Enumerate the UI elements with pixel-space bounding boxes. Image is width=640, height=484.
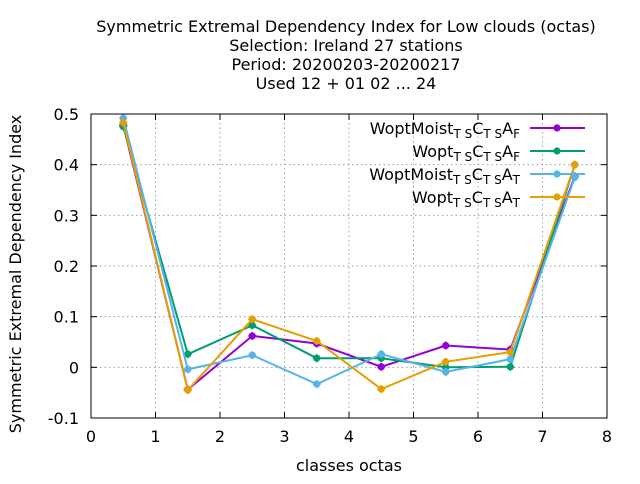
y-tick-label: -0.1 bbox=[48, 409, 79, 428]
y-tick-label: 0.3 bbox=[54, 206, 79, 225]
legend-subscript: T S bbox=[482, 127, 502, 141]
y-axis-label: Symmetric Extremal Dependency Index bbox=[6, 115, 25, 434]
series-line bbox=[122, 122, 576, 393]
y-tick-label: 0.2 bbox=[54, 257, 79, 276]
legend-text-part: C bbox=[472, 119, 483, 138]
y-tick-label: 0.5 bbox=[54, 105, 79, 124]
legend-subscript: F bbox=[513, 150, 520, 164]
series-line bbox=[122, 117, 576, 386]
legend-label: WoptT SCT SAT bbox=[412, 188, 521, 210]
legend-text-part: A bbox=[502, 119, 513, 138]
legend-text-part: C bbox=[472, 142, 483, 161]
title-line: Selection: Ireland 27 stations bbox=[229, 36, 462, 55]
legend-subscript: T bbox=[512, 196, 521, 210]
legend-marker bbox=[553, 170, 561, 178]
legend-label: WoptMoistT SCT SAF bbox=[370, 119, 520, 141]
x-tick-label: 8 bbox=[602, 427, 612, 446]
series-line bbox=[122, 126, 576, 369]
legend-text-part: C bbox=[472, 165, 483, 184]
legend-subscript: T S bbox=[482, 196, 502, 210]
y-tick-label: 0.1 bbox=[54, 308, 79, 327]
legend-text-part: WoptMoist bbox=[370, 119, 454, 138]
x-axis-label: classes octas bbox=[296, 456, 402, 475]
legend-subscript: T S bbox=[482, 173, 502, 187]
legend-subscript: T S bbox=[452, 150, 472, 164]
legend-subscript: T S bbox=[452, 127, 472, 141]
x-tick-label: 6 bbox=[473, 427, 483, 446]
x-tick-label: 1 bbox=[150, 427, 160, 446]
title-line: Period: 20200203-20200217 bbox=[231, 55, 460, 74]
plot-frame bbox=[90, 113, 608, 419]
x-tick-label: 5 bbox=[408, 427, 418, 446]
legend-entry: WoptT SCT SAF bbox=[412, 142, 585, 164]
legend-subscript: F bbox=[513, 127, 520, 141]
legend-subscript: T S bbox=[482, 150, 502, 164]
legend-subscript: T S bbox=[452, 173, 472, 187]
legend-entry: WoptMoistT SCT SAT bbox=[369, 165, 585, 187]
legend-text-part: A bbox=[502, 165, 513, 184]
legend-text-part: Wopt bbox=[412, 142, 453, 161]
title-line: Symmetric Extremal Dependency Index for … bbox=[96, 17, 596, 36]
series-line bbox=[122, 124, 576, 392]
legend-text-part: A bbox=[502, 188, 513, 207]
grid bbox=[91, 114, 607, 418]
legend-entry: WoptMoistT SCT SAF bbox=[370, 119, 585, 141]
title-line: Used 12 + 01 02 ... 24 bbox=[256, 74, 437, 93]
legend-text-part: Wopt bbox=[412, 188, 453, 207]
legend-label: WoptMoistT SCT SAT bbox=[369, 165, 520, 187]
x-tick-label: 2 bbox=[215, 427, 225, 446]
legend-marker bbox=[553, 193, 561, 201]
legend-subscript: T bbox=[512, 173, 521, 187]
axis-ticks: 0 1 2 3 4 5 6 7 8 -0.1 0 0.1 0.2 0.3 0.4 0.5 bbox=[48, 105, 612, 446]
x-tick-label: 0 bbox=[86, 427, 96, 446]
legend-marker bbox=[553, 124, 561, 132]
series-3 bbox=[119, 118, 579, 395]
legend-entry: WoptT SCT SAT bbox=[412, 188, 585, 210]
legend-text-part: WoptMoist bbox=[369, 165, 453, 184]
legend-text-part: C bbox=[472, 188, 483, 207]
chart-title: Symmetric Extremal Dependency Index for … bbox=[96, 17, 596, 93]
y-tick-label: 0 bbox=[69, 358, 79, 377]
legend-label: WoptT SCT SAF bbox=[412, 142, 520, 164]
x-tick-label: 4 bbox=[344, 427, 354, 446]
x-tick-label: 7 bbox=[537, 427, 547, 446]
legend-text-part: A bbox=[502, 142, 513, 161]
x-tick-label: 3 bbox=[279, 427, 289, 446]
legend-marker bbox=[553, 147, 561, 155]
legend-subscript: T S bbox=[452, 196, 472, 210]
y-tick-label: 0.4 bbox=[54, 156, 79, 175]
series-2 bbox=[119, 114, 579, 389]
series-group bbox=[119, 114, 579, 395]
